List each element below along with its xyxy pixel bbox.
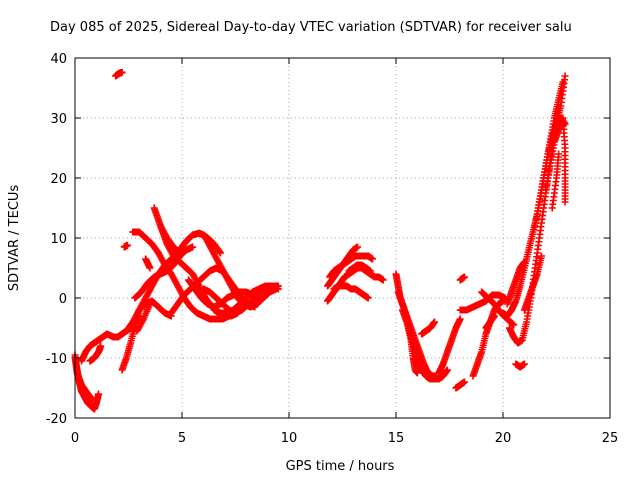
data-point xyxy=(555,150,563,158)
x-tick-label: 5 xyxy=(178,431,186,446)
data-point xyxy=(431,318,439,326)
data-point xyxy=(460,273,468,281)
series-late-climb-4 xyxy=(503,258,528,308)
x-tick-label: 10 xyxy=(281,431,298,446)
data-point xyxy=(95,390,103,398)
data-point xyxy=(456,315,464,323)
x-tick-label: 15 xyxy=(388,431,405,446)
series-mid-wave-6 xyxy=(210,282,282,317)
data-point xyxy=(364,294,372,302)
series-afternoon-5 xyxy=(345,261,374,275)
x-tick-label: 25 xyxy=(602,431,619,446)
data-point xyxy=(368,255,376,263)
series-evening-rise-5 xyxy=(456,291,509,314)
series-late-climb-6 xyxy=(542,114,569,206)
data-layer xyxy=(71,68,569,413)
series-mid-wave-5 xyxy=(199,282,282,317)
data-point xyxy=(510,321,518,329)
data-point xyxy=(123,241,131,249)
y-axis-label: SDTVAR / TECUs xyxy=(7,185,22,292)
data-point xyxy=(176,249,184,257)
data-point xyxy=(379,276,387,284)
y-tick-label: 10 xyxy=(50,232,67,247)
series-evening-drop-4 xyxy=(418,318,439,338)
data-point xyxy=(146,264,154,272)
data-point xyxy=(561,198,569,206)
data-point xyxy=(561,72,569,80)
data-point xyxy=(118,68,126,76)
data-point xyxy=(443,366,451,374)
data-point xyxy=(88,396,96,404)
ticks: 0 5 10 15 20 25 -20 -10 0 10 20 30 40 xyxy=(46,52,619,446)
chart-title: Day 085 of 2025, Sidereal Day-to-day VTE… xyxy=(50,20,572,35)
x-tick-label: 0 xyxy=(71,431,79,446)
series-evening-rise-3 xyxy=(452,378,468,392)
x-tick-label: 20 xyxy=(495,431,512,446)
series-isolated-small xyxy=(120,241,131,251)
y-tick-label: -10 xyxy=(46,352,67,367)
series-evening-rise-2 xyxy=(456,273,468,284)
data-point xyxy=(274,285,282,293)
series-afternoon-2 xyxy=(326,252,376,281)
data-point xyxy=(538,252,546,260)
series-morning-low-2 xyxy=(71,354,96,404)
series-evening-rise-1 xyxy=(435,315,464,377)
y-tick-label: 40 xyxy=(50,52,67,67)
y-tick-label: 30 xyxy=(50,112,67,127)
series-late-climb-8 xyxy=(548,150,563,212)
series-mid-wave-8 xyxy=(133,300,154,335)
grid xyxy=(75,58,610,418)
series-afternoon-4 xyxy=(330,282,372,302)
data-point xyxy=(366,267,374,275)
series-mid-wave-9 xyxy=(142,255,154,272)
y-tick-label: -20 xyxy=(46,412,67,427)
series-evening-rise-7 xyxy=(482,312,498,332)
series-early-rise-2 xyxy=(86,342,105,365)
data-point xyxy=(490,312,498,320)
data-point xyxy=(97,342,105,350)
data-point xyxy=(146,300,154,308)
data-point xyxy=(520,360,528,368)
series-late-climb-7 xyxy=(520,252,546,314)
data-point xyxy=(216,248,224,256)
data-point xyxy=(413,369,421,377)
series-evening-drop-3 xyxy=(398,306,421,377)
data-point xyxy=(217,249,225,257)
y-tick-label: 20 xyxy=(50,172,67,187)
series-late-climb-3 xyxy=(512,360,528,371)
x-axis-label: GPS time / hours xyxy=(286,459,395,474)
data-point xyxy=(460,378,468,386)
data-point xyxy=(189,243,197,251)
data-point xyxy=(520,258,528,266)
series-isolated-high xyxy=(112,68,126,80)
series-mid-wave-7 xyxy=(157,222,184,257)
data-point xyxy=(353,243,361,251)
series-mid-wave-1 xyxy=(122,297,175,335)
y-tick-label: 0 xyxy=(59,292,67,307)
